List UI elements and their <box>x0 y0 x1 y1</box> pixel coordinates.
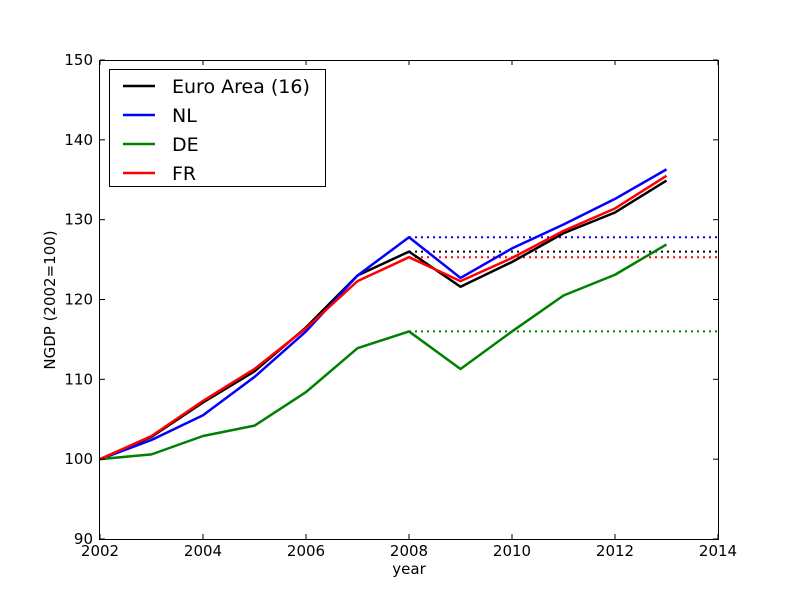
x-tick-label: 2008 <box>390 542 428 560</box>
legend-label-de: DE <box>172 134 199 156</box>
series-line-nl <box>99 168 668 461</box>
x-tick-label: 2014 <box>699 542 737 560</box>
legend-label-nl: NL <box>172 105 197 127</box>
x-tick-label: 2012 <box>596 542 634 560</box>
legend-label-fr: FR <box>172 163 196 185</box>
y-tick-label: 140 <box>64 131 93 149</box>
y-axis-label: NGDP (2002=100) <box>41 230 59 369</box>
y-tick-label: 90 <box>74 530 93 548</box>
y-tick-label: 150 <box>64 51 93 69</box>
y-tick-label: 120 <box>64 291 93 309</box>
legend-label-euro-area-16: Euro Area (16) <box>172 76 310 98</box>
y-tick-label: 130 <box>64 211 93 229</box>
y-tick-label: 100 <box>64 450 93 468</box>
x-tick-label: 2010 <box>493 542 531 560</box>
series-line-de <box>99 243 668 461</box>
x-axis-label: year <box>392 560 426 578</box>
legend: Euro Area (16) NL DE FR <box>109 69 326 187</box>
x-tick-label: 2006 <box>287 542 325 560</box>
x-tick-label: 2004 <box>184 542 222 560</box>
axis-ticks: 2002 2004 2006 2008 2010 2012 2014 90 100 110 120 1… <box>64 51 737 560</box>
series-line-fr <box>99 174 668 461</box>
legend-box <box>109 69 326 187</box>
x-tick-label: 2002 <box>81 542 119 560</box>
plot-area <box>99 168 718 461</box>
y-tick-label: 110 <box>64 370 93 388</box>
